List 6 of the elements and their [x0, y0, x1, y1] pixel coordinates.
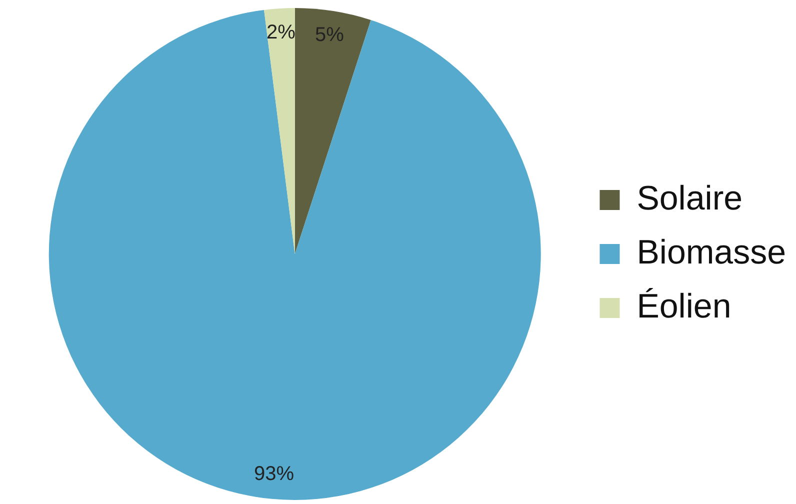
- data-label: 2%: [266, 22, 296, 44]
- legend-label: Éolien: [636, 287, 732, 326]
- data-label: 93%: [254, 462, 294, 485]
- data-label: 5%: [315, 24, 344, 46]
- legend-label: Biomasse: [636, 233, 786, 272]
- legend-label: Solaire: [636, 179, 743, 218]
